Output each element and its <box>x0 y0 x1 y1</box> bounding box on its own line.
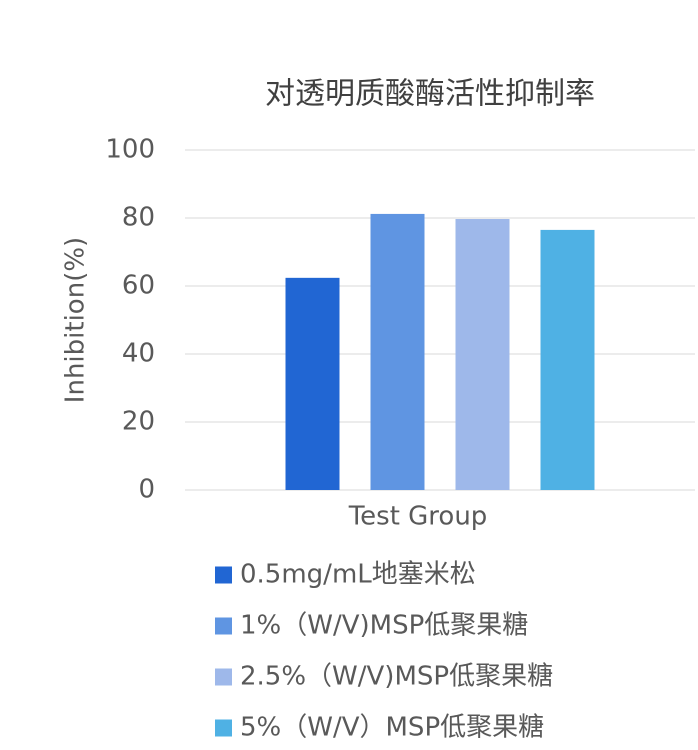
bar <box>370 213 425 491</box>
y-tick-label: 40 <box>122 339 155 369</box>
y-axis-label: Inhibition(%) <box>61 237 91 403</box>
legend-label: 2.5%（W/V)MSP低聚果糖 <box>240 662 553 692</box>
legend-label: 0.5mg/mL地塞米松 <box>240 560 476 590</box>
bar <box>285 277 340 490</box>
bar <box>540 229 595 490</box>
y-tick-label: 80 <box>122 203 155 233</box>
legend-label: 5%（W/V）MSP低聚果糖 <box>240 713 544 743</box>
legend-label: 1%（W/V)MSP低聚果糖 <box>240 611 528 641</box>
chart-title: 对透明质酸酶活性抑制率 <box>265 77 595 112</box>
y-tick-label: 100 <box>105 135 155 165</box>
y-tick-label: 60 <box>122 271 155 301</box>
y-tick-label: 20 <box>122 407 155 437</box>
x-tick-label: Test Group <box>348 502 488 532</box>
legend-swatch <box>215 617 232 635</box>
y-tick-label: 0 <box>138 475 155 505</box>
legend-swatch <box>215 668 232 686</box>
legend-swatch <box>215 566 232 584</box>
bar <box>455 219 510 490</box>
legend-swatch <box>215 719 232 737</box>
